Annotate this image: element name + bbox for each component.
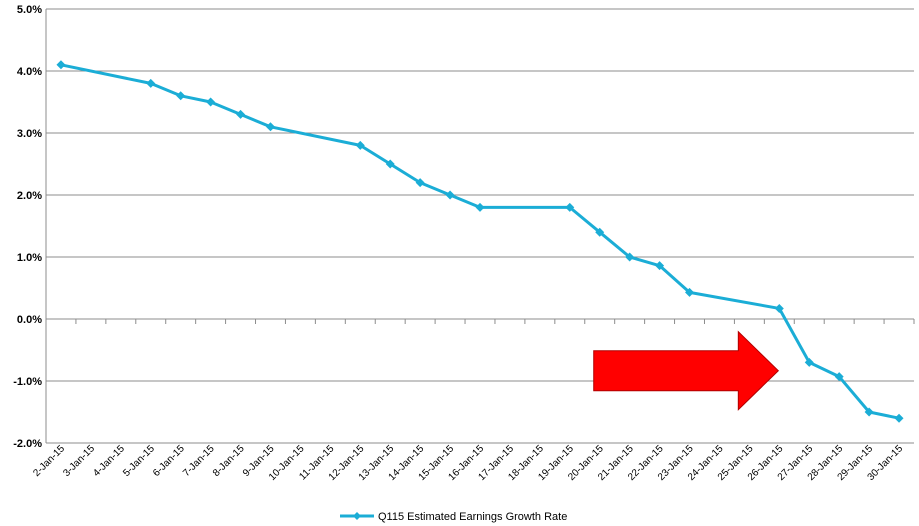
y-tick-label: 1.0% (17, 252, 42, 264)
x-tick-label: 4-Jan-15 (91, 443, 127, 479)
x-tick-label: 3-Jan-15 (61, 443, 97, 479)
data-point (385, 159, 395, 169)
gridlines (45, 8, 914, 444)
data-point (834, 372, 844, 382)
x-tick-label: 6-Jan-15 (151, 443, 187, 479)
data-point (595, 227, 605, 237)
x-axis-ticks: 2-Jan-153-Jan-154-Jan-155-Jan-156-Jan-15… (31, 443, 905, 483)
data-point (625, 252, 635, 262)
data-point (176, 91, 186, 101)
data-point (445, 190, 455, 200)
data-point (804, 357, 814, 367)
legend-swatch-marker (353, 512, 361, 520)
data-point (236, 109, 246, 119)
x-tick-label: 8-Jan-15 (211, 443, 247, 479)
data-point (864, 407, 874, 417)
x-tick-label: 5-Jan-15 (121, 443, 157, 479)
x-axis (45, 318, 915, 324)
x-tick-label: 7-Jan-15 (181, 443, 217, 479)
y-axis-ticks: -2.0% -1.0% 0.0% 1.0% 2.0% 3.0% 4.0% 5.0% (13, 4, 42, 450)
series-lines (56, 60, 904, 423)
data-point (894, 413, 904, 423)
data-point (355, 140, 365, 150)
data-point (265, 122, 275, 132)
y-tick-label: 2.0% (17, 190, 42, 202)
annotation-arrow (593, 330, 780, 411)
y-tick-label: 5.0% (17, 4, 42, 16)
red-arrow-icon (593, 330, 780, 411)
data-point (565, 202, 575, 212)
y-tick-label: 4.0% (17, 66, 42, 78)
data-point (415, 178, 425, 188)
data-point (146, 78, 156, 88)
y-tick-label: 3.0% (17, 128, 42, 140)
legend: Q115 Estimated Earnings Growth Rate (340, 511, 567, 523)
y-tick-label: -2.0% (13, 438, 42, 450)
data-point (206, 97, 216, 107)
data-point (774, 303, 784, 313)
legend-label: Q115 Estimated Earnings Growth Rate (378, 511, 567, 523)
data-point (685, 287, 695, 297)
data-point (475, 202, 485, 212)
y-tick-label: -1.0% (13, 376, 42, 388)
data-point (56, 60, 66, 70)
y-tick-label: 0.0% (17, 314, 42, 326)
data-point (655, 261, 665, 271)
